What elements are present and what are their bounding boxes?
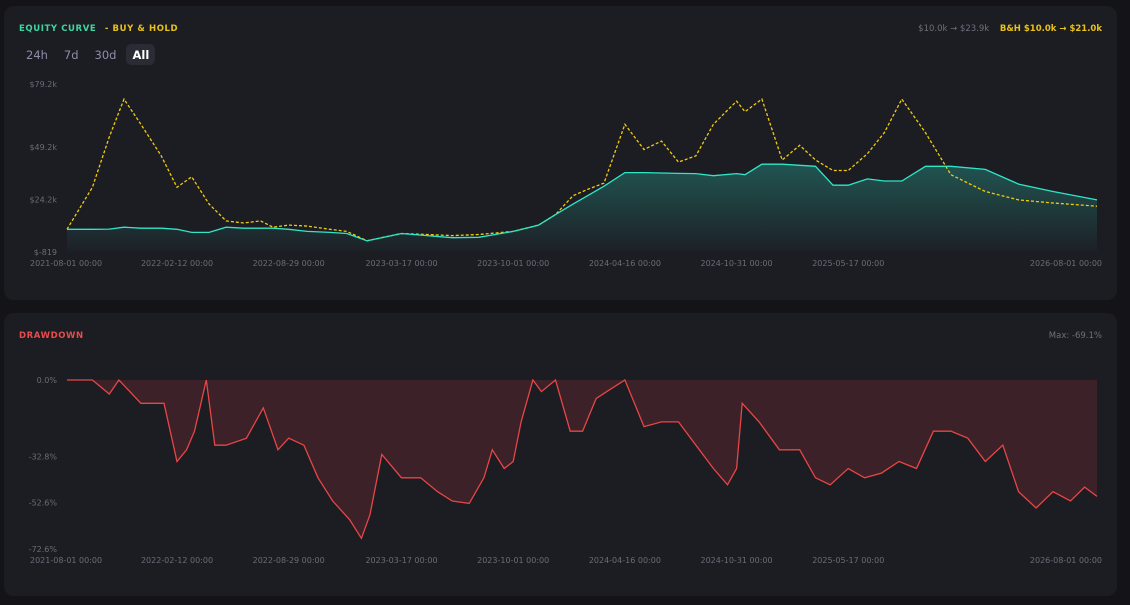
range-tab-7d[interactable]: 7d [63, 48, 79, 62]
drawdown-chart: 0.0% -32.8% -52.6% -72.6% 2021-08-01 00:00 20… [29, 376, 1102, 565]
strategy-summary: $10.0k → $23.9k [918, 24, 990, 34]
buy-hold-legend: - BUY & HOLD [104, 24, 179, 34]
drawdown-chart-title: DRAWDOWN [19, 331, 84, 341]
time-range-tabs: 24h 7d 30d All [20, 44, 156, 65]
drawdown-x-tick: 2023-03-17 00:00 [365, 556, 437, 565]
equity-curve-legend: EQUITY CURVE [19, 24, 97, 34]
drawdown-summary: Max: -69.1% [1049, 331, 1102, 341]
equity-area-fill [67, 164, 1097, 252]
equity-chart-title: EQUITY CURVE - BUY & HOLD [19, 24, 178, 34]
equity-x-tick: 2023-10-01 00:00 [477, 259, 549, 268]
drawdown-x-tick: 2025-05-17 00:00 [812, 556, 884, 565]
buy-hold-summary: B&H $10.0k → $21.0k [999, 24, 1102, 34]
drawdown-x-tick: 2024-04-16 00:00 [589, 556, 661, 565]
equity-x-tick: 2023-03-17 00:00 [365, 259, 437, 268]
drawdown-y-tick: 0.0% [37, 376, 58, 385]
drawdown-x-tick: 2021-08-01 00:00 [30, 556, 102, 565]
range-tab-24h[interactable]: 24h [26, 48, 48, 62]
drawdown-panel: DRAWDOWN Max: -69.1% 0.0% -32.8% -52.6% -72… [4, 313, 1117, 596]
drawdown-x-tick: 2026-08-01 00:00 [1030, 556, 1102, 565]
equity-curve-line [67, 163, 1098, 242]
equity-curve-panel: EQUITY CURVE - BUY & HOLD $10.0k → $23.9… [4, 6, 1117, 300]
drawdown-y-tick: -32.8% [29, 452, 58, 461]
equity-x-tick: 2022-08-29 00:00 [253, 259, 325, 268]
drawdown-y-tick: -52.6% [29, 498, 58, 507]
drawdown-title: DRAWDOWN [19, 331, 84, 341]
drawdown-x-tick: 2023-10-01 00:00 [477, 556, 549, 565]
equity-x-tick: 2021-08-01 00:00 [30, 259, 102, 268]
equity-y-tick: $-819 [34, 248, 57, 257]
equity-y-tick: $79.2k [29, 80, 57, 89]
buy-hold-line [66, 97, 1098, 242]
range-tab-all[interactable]: All [126, 44, 156, 65]
equity-x-tick: 2024-04-16 00:00 [589, 259, 661, 268]
drawdown-x-tick: 2022-02-12 00:00 [141, 556, 213, 565]
drawdown-y-tick: -72.6% [29, 545, 58, 554]
drawdown-x-tick: 2024-10-31 00:00 [701, 556, 773, 565]
equity-x-tick: 2025-05-17 00:00 [812, 259, 884, 268]
drawdown-line [67, 378, 1098, 540]
equity-x-tick: 2024-10-31 00:00 [701, 259, 773, 268]
equity-chart: $79.2k $49.2k $24.2k $-819 2021-08-01 00:00 2… [29, 80, 1102, 268]
range-tab-30d[interactable]: 30d [94, 48, 117, 62]
equity-y-tick: $49.2k [29, 143, 57, 152]
max-drawdown-label: Max: -69.1% [1048, 331, 1102, 341]
equity-summary: $10.0k → $23.9k B&H $10.0k → $21.0k [918, 24, 1102, 34]
drawdown-x-tick: 2022-08-29 00:00 [253, 556, 325, 565]
equity-x-tick: 2022-02-12 00:00 [141, 259, 213, 268]
drawdown-area-fill [67, 380, 1097, 539]
equity-x-tick: 2026-08-01 00:00 [1030, 259, 1102, 268]
equity-y-tick: $24.2k [29, 195, 57, 204]
